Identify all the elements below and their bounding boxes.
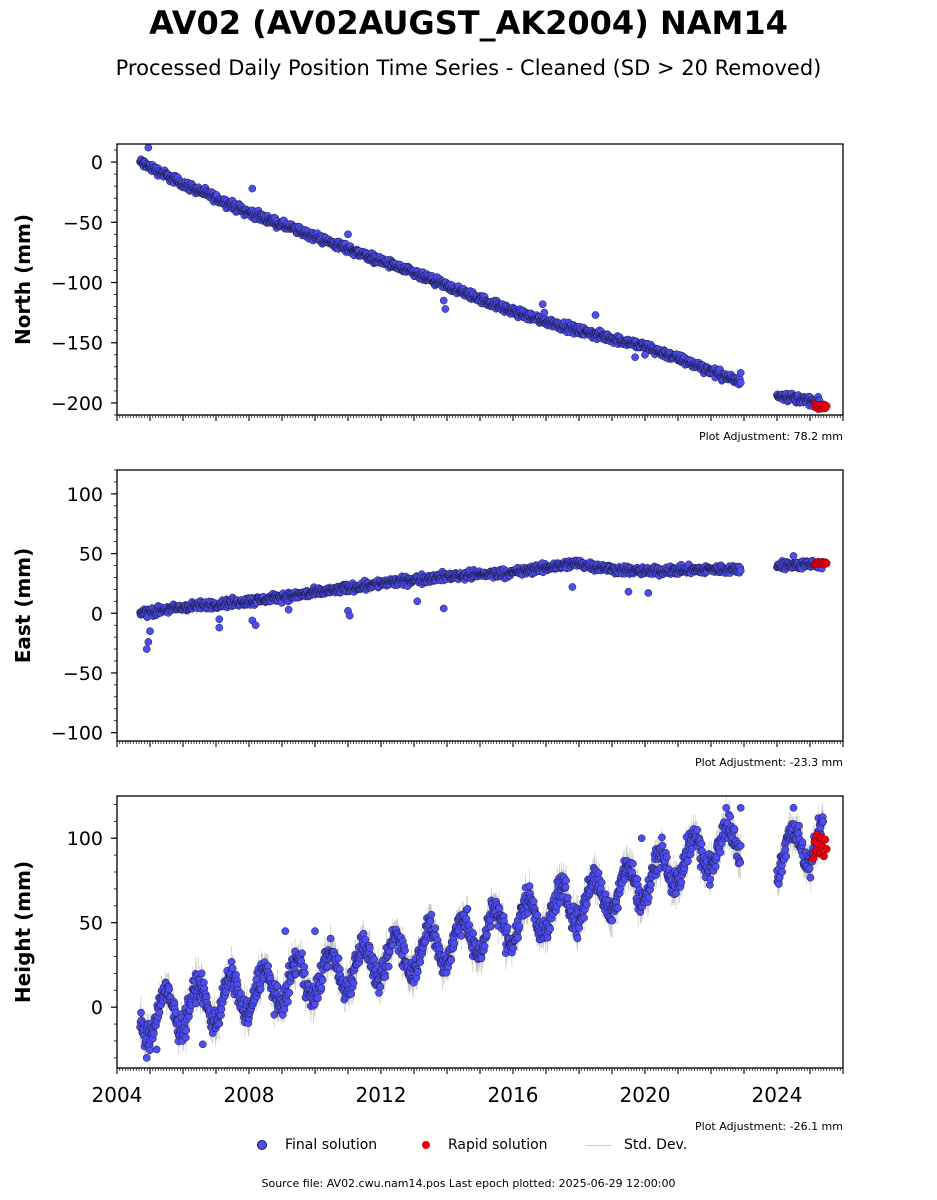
x-axis <box>116 415 844 421</box>
final-point <box>591 311 600 319</box>
final-point <box>439 296 448 305</box>
final-point <box>540 308 549 317</box>
y-tick-label: 0 <box>91 152 103 174</box>
final-solution-points <box>136 144 824 411</box>
final-point <box>641 350 649 359</box>
final-point <box>248 184 257 193</box>
panel-1-data <box>136 144 831 413</box>
rapid-point <box>822 402 831 411</box>
y-tick-label: −50 <box>63 212 103 234</box>
final-point <box>736 368 745 377</box>
final-point <box>344 230 352 239</box>
panel-2-data <box>136 552 831 653</box>
final-point <box>736 378 745 387</box>
y-tick-label: −200 <box>51 393 103 415</box>
final-point <box>538 300 547 309</box>
chart-subtitle: Processed Daily Position Time Series - C… <box>115 56 822 80</box>
final-solution-points <box>136 552 828 653</box>
y-tick-label: −150 <box>51 333 103 355</box>
panel-1: 0 −50 −100 −150 −200 North (mm) Plot Adjustmen… <box>11 143 844 443</box>
rapid-solution-points <box>810 400 831 413</box>
y-axis-label: North (mm) <box>11 214 35 345</box>
final-point <box>144 144 153 152</box>
plot-adjustment-label: Plot Adjustment: 78.2 mm <box>699 430 843 443</box>
chart-title: AV02 (AV02AUGST_AK2004) NAM14 <box>149 4 788 42</box>
final-point <box>631 353 639 362</box>
final-point <box>441 305 450 313</box>
y-tick-label: −100 <box>51 273 103 295</box>
y-axis: 0 −50 −100 −150 −200 <box>51 149 117 416</box>
